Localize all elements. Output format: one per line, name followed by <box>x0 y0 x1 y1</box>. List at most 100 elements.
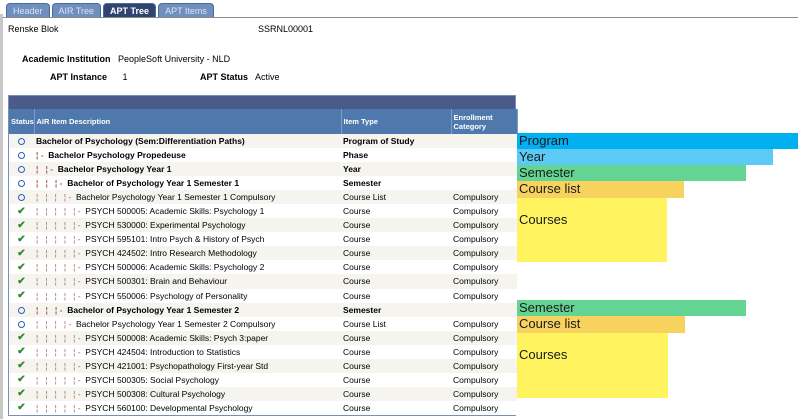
item-type-cell: Course List <box>341 316 451 331</box>
status-cell <box>9 148 34 163</box>
table-row[interactable]: ✔ ¦ ¦ ¦ ¦ ¦ - PSYCH 500006: Academic Skil… <box>9 260 517 275</box>
checkmark-icon: ✔ <box>17 219 26 231</box>
annotation-course-list: Course list <box>517 181 684 198</box>
item-description: PSYCH 595101: Intro Psych & History of P… <box>85 234 265 245</box>
item-description: PSYCH 421001: Psychopathology First-year… <box>85 360 269 371</box>
tree-indent: ¦ ¦ ¦ - <box>36 178 68 189</box>
checkmark-icon: ✔ <box>17 275 26 287</box>
item-description: PSYCH 530000: Experimental Psychology <box>85 220 246 231</box>
status-cell: ✔ <box>9 274 34 289</box>
table-row[interactable]: ¦ - Bachelor Psychology Propedeuse Phase <box>9 148 517 163</box>
item-description: Bachelor of Psychology Year 1 Semester 2 <box>67 304 240 315</box>
item-description: Bachelor Psychology Year 1 Semester 1 Co… <box>76 192 276 203</box>
status-cell <box>9 302 34 317</box>
apt-tree-grid: Status AIR Item Description Item Type En… <box>8 95 518 416</box>
item-type-cell: Course <box>341 386 451 401</box>
table-row[interactable]: ¦ ¦ ¦ ¦ - Bachelor Psychology Year 1 Sem… <box>9 190 517 205</box>
tab-air-tree[interactable]: AIR Tree <box>51 3 102 18</box>
left-border <box>0 14 3 419</box>
tab-apt-tree[interactable]: APT Tree <box>103 3 157 18</box>
table-row[interactable]: ¦ ¦ ¦ - Bachelor of Psychology Year 1 Se… <box>9 302 517 317</box>
table-row[interactable]: ✔ ¦ ¦ ¦ ¦ ¦ - PSYCH 500308: Cultural Psyc… <box>9 386 517 401</box>
tree-indent: ¦ ¦ ¦ ¦ ¦ - <box>36 402 86 413</box>
status-cell: ✔ <box>9 330 34 345</box>
status-cell: ✔ <box>9 260 34 275</box>
tree-indent: ¦ ¦ ¦ ¦ - <box>36 318 77 329</box>
tree-indent: ¦ ¦ ¦ ¦ ¦ - <box>36 220 86 231</box>
tab-header[interactable]: Header <box>6 3 50 18</box>
table-row[interactable]: ✔ ¦ ¦ ¦ ¦ ¦ - PSYCH 424504: Introduction … <box>9 344 517 359</box>
student-name: Renske Blok <box>8 24 59 34</box>
item-type-cell: Course <box>341 204 451 219</box>
item-type-cell: Course <box>341 232 451 247</box>
table-row[interactable]: ✔ ¦ ¦ ¦ ¦ ¦ - PSYCH 500005: Academic Skil… <box>9 204 517 219</box>
description-cell: ¦ ¦ ¦ ¦ ¦ - PSYCH 424504: Introduction t… <box>34 344 341 359</box>
circle-status-icon <box>18 166 25 174</box>
table-row[interactable]: ¦ ¦ - Bachelor Psychology Year 1 Year <box>9 162 517 177</box>
tree-indent: ¦ ¦ ¦ ¦ ¦ - <box>36 234 86 245</box>
item-description: PSYCH 500005: Academic Skills: Psycholog… <box>85 206 265 217</box>
table-row[interactable]: ✔ ¦ ¦ ¦ ¦ ¦ - PSYCH 421001: Psychopatholo… <box>9 358 517 373</box>
checkmark-icon: ✔ <box>17 360 26 372</box>
description-cell: ¦ - Bachelor Psychology Propedeuse <box>34 148 341 163</box>
table-row[interactable]: ✔ ¦ ¦ ¦ ¦ ¦ - PSYCH 530000: Experimental … <box>9 218 517 233</box>
tree-indent: ¦ ¦ ¦ ¦ ¦ - <box>36 360 86 371</box>
enrollment-category-cell: Compulsory <box>451 372 517 387</box>
circle-status-icon <box>18 180 25 188</box>
tree-indent: ¦ ¦ - <box>36 164 58 175</box>
table-row[interactable]: ✔ ¦ ¦ ¦ ¦ ¦ - PSYCH 500008: Academic Skil… <box>9 330 517 345</box>
table-row[interactable]: ✔ ¦ ¦ ¦ ¦ ¦ - PSYCH 560100: Developmental… <box>9 400 517 415</box>
enrollment-category-cell <box>451 176 517 191</box>
enrollment-category-cell <box>451 148 517 163</box>
enrollment-category-cell: Compulsory <box>451 358 517 373</box>
description-cell: ¦ ¦ ¦ ¦ ¦ - PSYCH 424502: Intro Research… <box>34 246 341 261</box>
tab-bar: Header AIR Tree APT Tree APT Items <box>6 3 214 18</box>
table-row[interactable]: ¦ ¦ ¦ ¦ - Bachelor Psychology Year 1 Sem… <box>9 316 517 331</box>
enrollment-category-cell: Compulsory <box>451 274 517 289</box>
description-cell: ¦ ¦ ¦ ¦ ¦ - PSYCH 421001: Psychopatholog… <box>34 358 341 373</box>
enrollment-category-cell: Compulsory <box>451 246 517 261</box>
description-cell: ¦ ¦ ¦ ¦ ¦ - PSYCH 500005: Academic Skill… <box>34 204 341 219</box>
item-description: PSYCH 500008: Academic Skills: Psych 3:p… <box>85 332 269 343</box>
status-cell: ✔ <box>9 204 34 219</box>
description-cell: ¦ ¦ ¦ ¦ - Bachelor Psychology Year 1 Sem… <box>34 190 341 205</box>
item-type-cell: Semester <box>341 302 451 317</box>
status-cell: ✔ <box>9 246 34 261</box>
enrollment-category-cell: Compulsory <box>451 344 517 359</box>
item-type-cell: Course <box>341 400 451 415</box>
description-cell: ¦ ¦ ¦ - Bachelor of Psychology Year 1 Se… <box>34 176 341 191</box>
academic-institution: Academic Institution PeopleSoft Universi… <box>22 54 235 64</box>
tree-indent: ¦ ¦ ¦ ¦ ¦ - <box>36 290 86 301</box>
annotation-year: Year <box>517 149 773 165</box>
checkmark-icon: ✔ <box>17 290 26 302</box>
tree-indent: ¦ - <box>36 150 49 161</box>
annotation-courses: Courses <box>517 333 668 398</box>
status-cell: ✔ <box>9 344 34 359</box>
col-status: Status <box>9 109 35 134</box>
table-row[interactable]: ✔ ¦ ¦ ¦ ¦ ¦ - PSYCH 500305: Social Psycho… <box>9 372 517 387</box>
status-cell: ✔ <box>9 400 34 415</box>
annotation-course-list: Course list <box>517 316 685 333</box>
item-description: PSYCH 500305: Social Psychology <box>85 374 220 385</box>
table-row[interactable]: ✔ ¦ ¦ ¦ ¦ ¦ - PSYCH 595101: Intro Psych &… <box>9 232 517 247</box>
circle-status-icon <box>18 152 25 160</box>
tab-apt-items[interactable]: APT Items <box>158 3 214 18</box>
item-type-cell: Course List <box>341 190 451 205</box>
checkmark-icon: ✔ <box>17 261 26 273</box>
checkmark-icon: ✔ <box>17 205 26 217</box>
item-description: Bachelor Psychology Propedeuse <box>48 150 186 161</box>
item-description: PSYCH 550006: Psychology of Personality <box>85 290 248 301</box>
enrollment-category-cell: Compulsory <box>451 232 517 247</box>
student-id: SSRNL00001 <box>258 24 314 34</box>
item-type-cell: Course <box>341 330 451 345</box>
table-row[interactable]: ✔ ¦ ¦ ¦ ¦ ¦ - PSYCH 424502: Intro Researc… <box>9 246 517 261</box>
status-cell: ✔ <box>9 372 34 387</box>
checkmark-icon: ✔ <box>17 233 26 245</box>
tree-indent: ¦ ¦ ¦ ¦ ¦ - <box>36 262 86 273</box>
enrollment-category-cell: Compulsory <box>451 190 517 205</box>
table-row[interactable]: Bachelor of Psychology (Sem:Differentiat… <box>9 134 517 149</box>
table-row[interactable]: ✔ ¦ ¦ ¦ ¦ ¦ - PSYCH 550006: Psychology of… <box>9 288 517 303</box>
table-row[interactable]: ¦ ¦ ¦ - Bachelor of Psychology Year 1 Se… <box>9 176 517 191</box>
table-row[interactable]: ✔ ¦ ¦ ¦ ¦ ¦ - PSYCH 500301: Brain and Beh… <box>9 274 517 289</box>
tree-indent: ¦ ¦ ¦ ¦ ¦ - <box>36 248 86 259</box>
